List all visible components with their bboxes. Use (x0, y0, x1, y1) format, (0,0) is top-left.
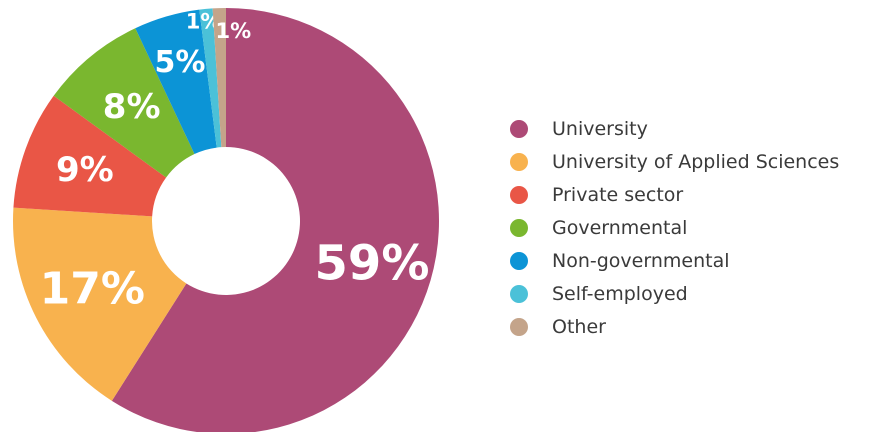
slice-percent-label: 9% (56, 150, 114, 190)
legend-label: Non-governmental (552, 249, 730, 272)
legend-label: University (552, 117, 648, 140)
legend-item-university-of-applied-sciences: University of Applied Sciences (510, 145, 839, 178)
chart-legend: University University of Applied Science… (510, 112, 839, 343)
slice-percent-label: 5% (154, 45, 205, 80)
slice-percent-label: 8% (103, 87, 161, 127)
legend-item-self-employed: Self-employed (510, 277, 839, 310)
legend-swatch (510, 218, 528, 237)
donut-slice-self-employed (199, 8, 222, 148)
legend-item-governmental: Governmental (510, 211, 839, 244)
legend-item-private-sector: Private sector (510, 178, 839, 211)
legend-item-university: University (510, 112, 839, 145)
legend-label: University of Applied Sciences (552, 150, 840, 173)
legend-item-non-governmental: Non-governmental (510, 244, 839, 277)
slice-percent-label: 17% (40, 264, 145, 315)
legend-swatch (510, 152, 528, 171)
donut-slice-private-sector (13, 95, 167, 217)
slice-percent-label: 1% (215, 19, 251, 43)
slice-percent-label: 59% (315, 235, 430, 291)
donut-slice-non-governmental (135, 9, 217, 155)
legend-label: Private sector (552, 183, 684, 206)
legend-swatch (510, 251, 528, 270)
legend-swatch (510, 284, 528, 303)
donut-slice-governmental (53, 28, 195, 178)
donut-slice-other (212, 8, 226, 148)
donut-slice-university-of-applied-sciences (12, 207, 187, 401)
legend-swatch (510, 119, 528, 138)
legend-swatch (510, 185, 528, 204)
donut-slice-university (111, 8, 439, 432)
legend-label: Other (552, 315, 606, 338)
legend-swatch (510, 317, 528, 336)
legend-label: Self-employed (552, 282, 688, 305)
legend-label: Governmental (552, 216, 688, 239)
legend-item-other: Other (510, 310, 839, 343)
